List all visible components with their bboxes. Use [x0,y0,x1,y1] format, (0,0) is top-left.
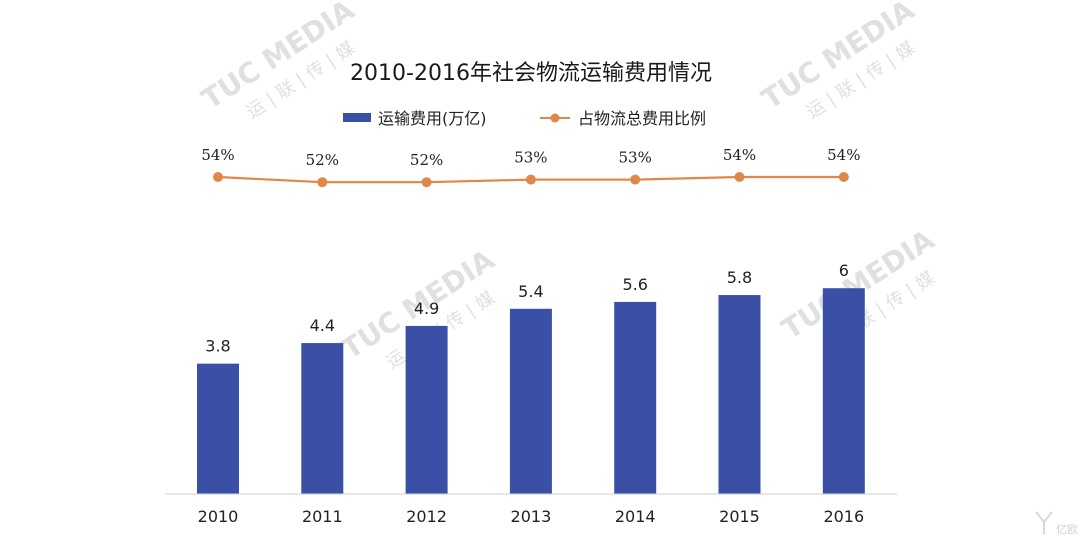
x-tick-label: 2010 [198,507,239,526]
x-tick-label: 2013 [511,507,552,526]
line-point [317,177,328,188]
bar [405,325,448,494]
bar [614,301,657,494]
bar [301,343,344,494]
legend-bar-swatch [343,113,371,122]
line-point [525,174,536,185]
line-point [838,172,849,182]
line-value-label: 53% [514,149,547,167]
x-tick-label: 2016 [823,507,864,526]
line-point [213,172,223,182]
line-value-label: 53% [619,149,652,167]
line-point [630,174,641,185]
corner-logo-text: 亿欧 [1056,523,1078,536]
bar-value-label: 3.8 [205,337,230,356]
line-value-label: 52% [306,151,339,169]
legend-bar-label: 运输费用(万亿) [378,109,487,128]
x-tick-label: 2011 [302,507,343,526]
bar-value-label: 5.6 [622,275,647,294]
line-point [421,177,432,188]
line-series: 54% 52% 52% 53% 53% 54% 54% [201,146,860,188]
x-axis-ticks: 2010 2011 2012 2013 2014 2015 2016 [198,507,865,526]
x-tick-label: 2015 [719,507,760,526]
bar [197,363,239,494]
legend-line-label: 占物流总费用比例 [578,109,706,128]
bar [822,288,865,494]
bar-series: 3.8 4.4 4.9 5.4 5.6 5.8 6 [197,261,865,494]
bar-value-label: 4.9 [414,299,439,318]
bar-value-label: 5.4 [518,282,543,301]
line-value-label: 54% [723,146,756,164]
corner-logo-mark [1035,511,1053,534]
bar [509,308,552,494]
legend-line-marker [550,113,560,123]
bar-value-label: 4.4 [310,316,335,335]
line-value-label: 54% [827,146,860,164]
x-tick-label: 2012 [406,507,447,526]
bar-value-label: 6 [839,261,849,280]
bar-value-label: 5.8 [727,268,752,287]
line-point [734,172,745,182]
bar [718,295,761,494]
chart-title: 2010-2016年社会物流运输费用情况 [350,61,712,86]
line-value-label: 54% [201,146,234,164]
line-value-label: 52% [410,151,443,169]
corner-logo: 亿欧 [1035,511,1078,536]
x-tick-label: 2014 [615,507,656,526]
legend: 运输费用(万亿) 占物流总费用比例 [343,109,706,128]
